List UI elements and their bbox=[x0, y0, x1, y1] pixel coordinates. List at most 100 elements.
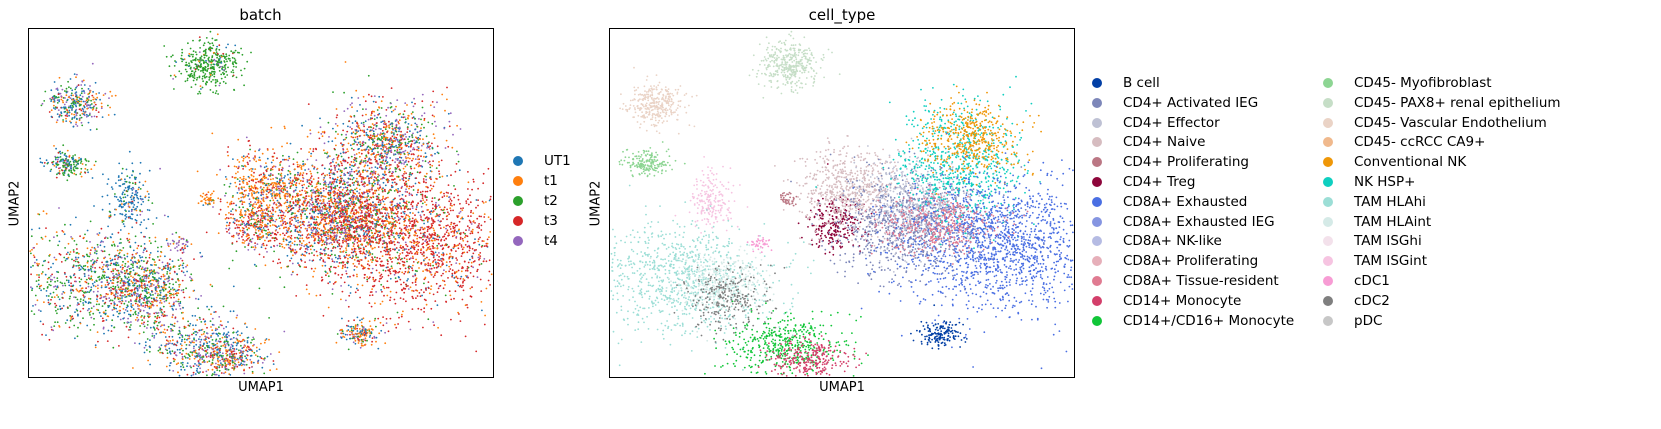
data-point bbox=[218, 44, 221, 47]
data-point bbox=[36, 264, 39, 267]
data-point bbox=[210, 80, 213, 83]
data-point bbox=[117, 286, 120, 289]
data-point bbox=[273, 182, 276, 184]
data-point bbox=[56, 102, 59, 104]
data-point bbox=[188, 75, 191, 78]
data-point bbox=[72, 157, 74, 160]
data-point bbox=[38, 227, 41, 230]
data-point bbox=[112, 282, 115, 284]
data-point bbox=[198, 346, 200, 348]
data-point bbox=[68, 162, 71, 164]
data-point bbox=[323, 243, 326, 246]
data-point bbox=[108, 287, 111, 290]
data-point bbox=[177, 292, 180, 295]
data-point bbox=[229, 356, 231, 358]
data-point bbox=[123, 204, 126, 206]
data-point bbox=[209, 42, 211, 45]
data-point bbox=[218, 369, 221, 372]
data-point bbox=[70, 94, 73, 97]
data-point bbox=[218, 326, 220, 329]
data-point bbox=[82, 113, 85, 116]
data-point bbox=[189, 351, 192, 353]
data-point bbox=[225, 55, 228, 58]
data-point bbox=[216, 369, 219, 371]
data-point bbox=[251, 366, 253, 368]
data-point bbox=[265, 208, 268, 211]
data-point bbox=[209, 60, 212, 63]
data-point bbox=[75, 108, 78, 111]
data-point bbox=[271, 206, 274, 209]
data-point bbox=[128, 150, 131, 153]
data-point bbox=[214, 329, 217, 332]
data-point bbox=[238, 183, 241, 186]
data-point bbox=[67, 80, 69, 83]
data-point bbox=[120, 197, 122, 200]
data-point bbox=[65, 155, 67, 157]
data-point bbox=[119, 312, 121, 315]
data-point bbox=[83, 291, 85, 294]
data-point bbox=[198, 352, 200, 354]
data-point bbox=[222, 66, 224, 69]
data-point bbox=[234, 219, 237, 222]
data-point bbox=[123, 189, 126, 192]
data-point bbox=[40, 236, 43, 239]
data-point bbox=[117, 276, 120, 279]
data-point bbox=[71, 104, 74, 107]
data-point bbox=[81, 95, 84, 98]
data-point bbox=[173, 65, 176, 67]
data-point bbox=[95, 107, 98, 109]
data-point bbox=[332, 161, 334, 163]
data-point bbox=[325, 239, 328, 242]
data-point bbox=[155, 264, 157, 266]
data-point bbox=[132, 188, 135, 190]
data-point bbox=[235, 250, 238, 253]
data-point bbox=[90, 269, 92, 271]
data-point bbox=[317, 182, 320, 184]
data-point bbox=[298, 182, 301, 185]
data-point bbox=[196, 170, 199, 173]
data-point bbox=[132, 308, 135, 310]
data-point bbox=[242, 206, 245, 209]
data-point bbox=[211, 55, 214, 57]
data-point bbox=[157, 294, 159, 297]
data-point bbox=[273, 239, 276, 242]
data-point bbox=[308, 293, 311, 295]
data-point bbox=[199, 341, 202, 343]
data-point bbox=[30, 266, 32, 268]
data-point bbox=[128, 210, 130, 213]
data-point bbox=[179, 257, 182, 260]
data-point bbox=[225, 213, 227, 216]
data-point bbox=[265, 229, 267, 232]
data-point bbox=[243, 339, 245, 341]
data-point bbox=[276, 262, 279, 265]
data-point bbox=[53, 325, 56, 327]
data-point bbox=[216, 342, 219, 345]
data-point bbox=[201, 345, 204, 347]
data-point bbox=[235, 66, 238, 68]
data-point bbox=[253, 171, 255, 174]
data-point bbox=[189, 67, 192, 70]
data-point bbox=[188, 62, 190, 65]
data-point bbox=[329, 254, 332, 257]
data-point bbox=[252, 246, 255, 249]
data-point bbox=[30, 252, 32, 255]
data-point bbox=[182, 366, 185, 369]
data-point bbox=[147, 218, 150, 221]
data-point bbox=[269, 353, 272, 355]
data-point bbox=[167, 264, 169, 267]
data-point bbox=[77, 256, 80, 259]
data-point bbox=[269, 172, 272, 175]
data-point bbox=[185, 344, 188, 346]
data-point bbox=[64, 284, 67, 287]
data-point bbox=[270, 161, 273, 164]
data-point bbox=[84, 103, 87, 105]
data-point bbox=[152, 326, 155, 329]
data-point bbox=[132, 266, 134, 269]
data-point bbox=[164, 288, 167, 291]
data-point bbox=[72, 125, 75, 128]
data-point bbox=[108, 210, 111, 213]
data-point bbox=[76, 289, 79, 292]
data-point bbox=[176, 320, 179, 323]
data-point bbox=[130, 210, 133, 213]
data-point bbox=[131, 189, 134, 191]
